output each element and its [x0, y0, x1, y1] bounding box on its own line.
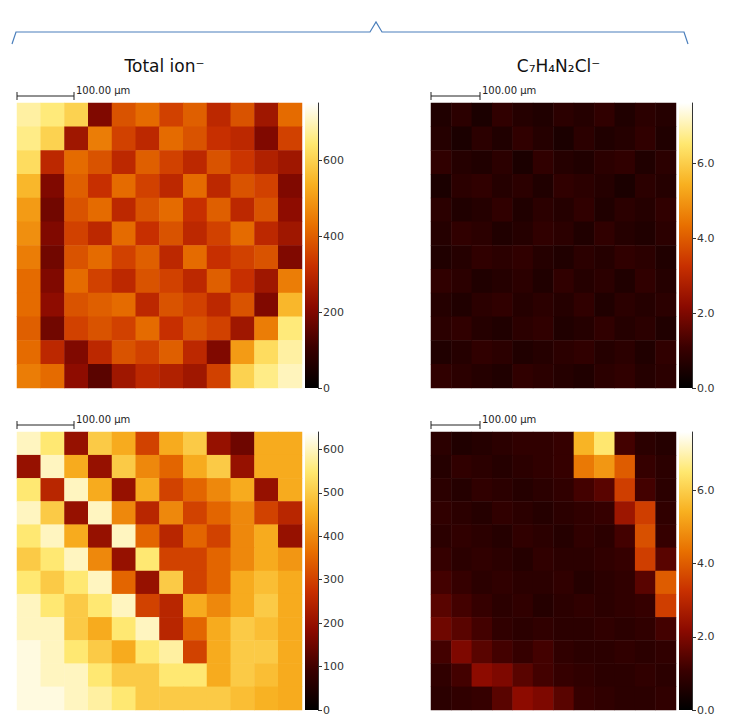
svg-text:2.0: 2.0 — [697, 307, 715, 320]
svg-text:300: 300 — [323, 573, 344, 586]
svg-text:2.0: 2.0 — [697, 630, 715, 643]
svg-text:Total ion⁻: Total ion⁻ — [124, 56, 205, 76]
svg-text:6.0: 6.0 — [697, 484, 715, 497]
svg-text:600: 600 — [323, 443, 344, 456]
svg-text:500: 500 — [323, 486, 344, 499]
svg-text:0.0: 0.0 — [697, 382, 715, 395]
svg-text:100.00 µm: 100.00 µm — [482, 414, 536, 425]
svg-text:400: 400 — [323, 530, 344, 543]
svg-text:600: 600 — [323, 154, 344, 167]
svg-text:0: 0 — [323, 382, 330, 395]
svg-text:100.00 µm: 100.00 µm — [482, 85, 536, 96]
svg-text:6.0: 6.0 — [697, 157, 715, 170]
svg-text:200: 200 — [323, 306, 344, 319]
svg-text:100.00 µm: 100.00 µm — [76, 414, 130, 425]
svg-text:200: 200 — [323, 617, 344, 630]
svg-text:0: 0 — [323, 704, 330, 717]
svg-text:4.0: 4.0 — [697, 232, 715, 245]
svg-text:400: 400 — [323, 230, 344, 243]
svg-text:4.0: 4.0 — [697, 557, 715, 570]
svg-text:100: 100 — [323, 660, 344, 673]
svg-text:C₇H₄N₂Cl⁻: C₇H₄N₂Cl⁻ — [517, 56, 600, 76]
svg-text:0.0: 0.0 — [697, 704, 715, 717]
svg-text:100.00 µm: 100.00 µm — [76, 85, 130, 96]
